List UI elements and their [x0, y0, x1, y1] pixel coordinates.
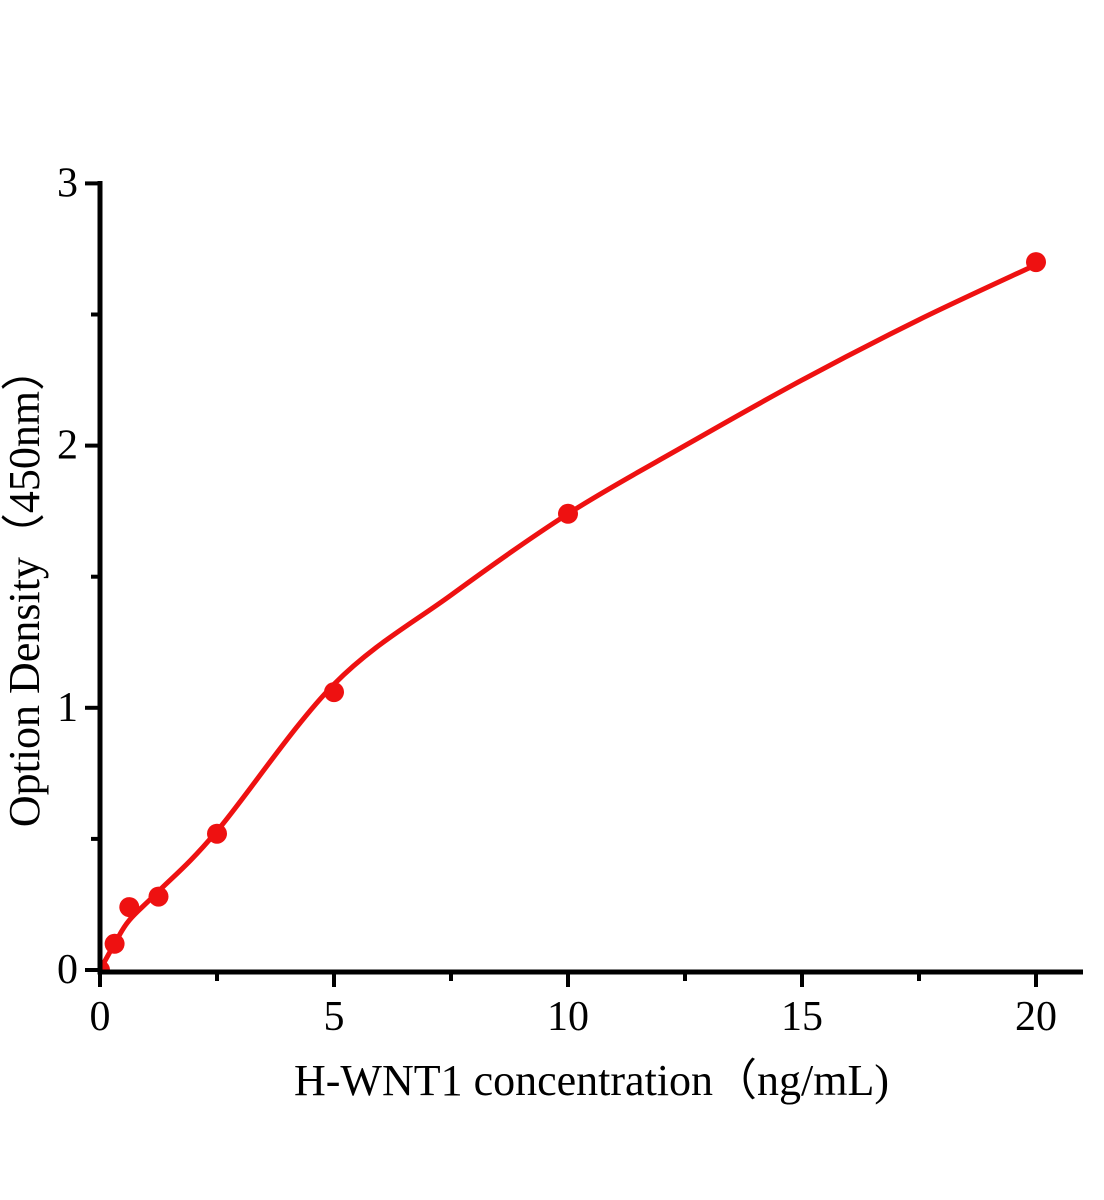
fit-curve	[100, 262, 1038, 971]
x-tick-label: 20	[1015, 994, 1057, 1040]
data-point-marker	[207, 823, 227, 844]
data-point-marker	[558, 503, 578, 524]
x-tick-label: 10	[547, 994, 589, 1040]
y-tick-label: 0	[57, 947, 78, 993]
data-point-marker	[119, 897, 140, 918]
y-tick-label: 2	[57, 423, 78, 469]
data-point-marker	[324, 682, 344, 703]
y-tick-label: 3	[57, 160, 78, 206]
x-axis-title: H-WNT1 concentration（ng/mL)	[293, 1056, 890, 1105]
x-tick-label: 5	[324, 994, 345, 1040]
x-tick-label: 15	[781, 994, 823, 1040]
data-point-marker	[148, 886, 169, 907]
y-axis-title: Option Density（450nm）	[0, 346, 49, 828]
x-tick-label: 0	[90, 994, 111, 1040]
data-point-marker	[1026, 252, 1046, 273]
y-tick-label: 1	[57, 685, 78, 731]
data-point-marker	[104, 933, 125, 954]
